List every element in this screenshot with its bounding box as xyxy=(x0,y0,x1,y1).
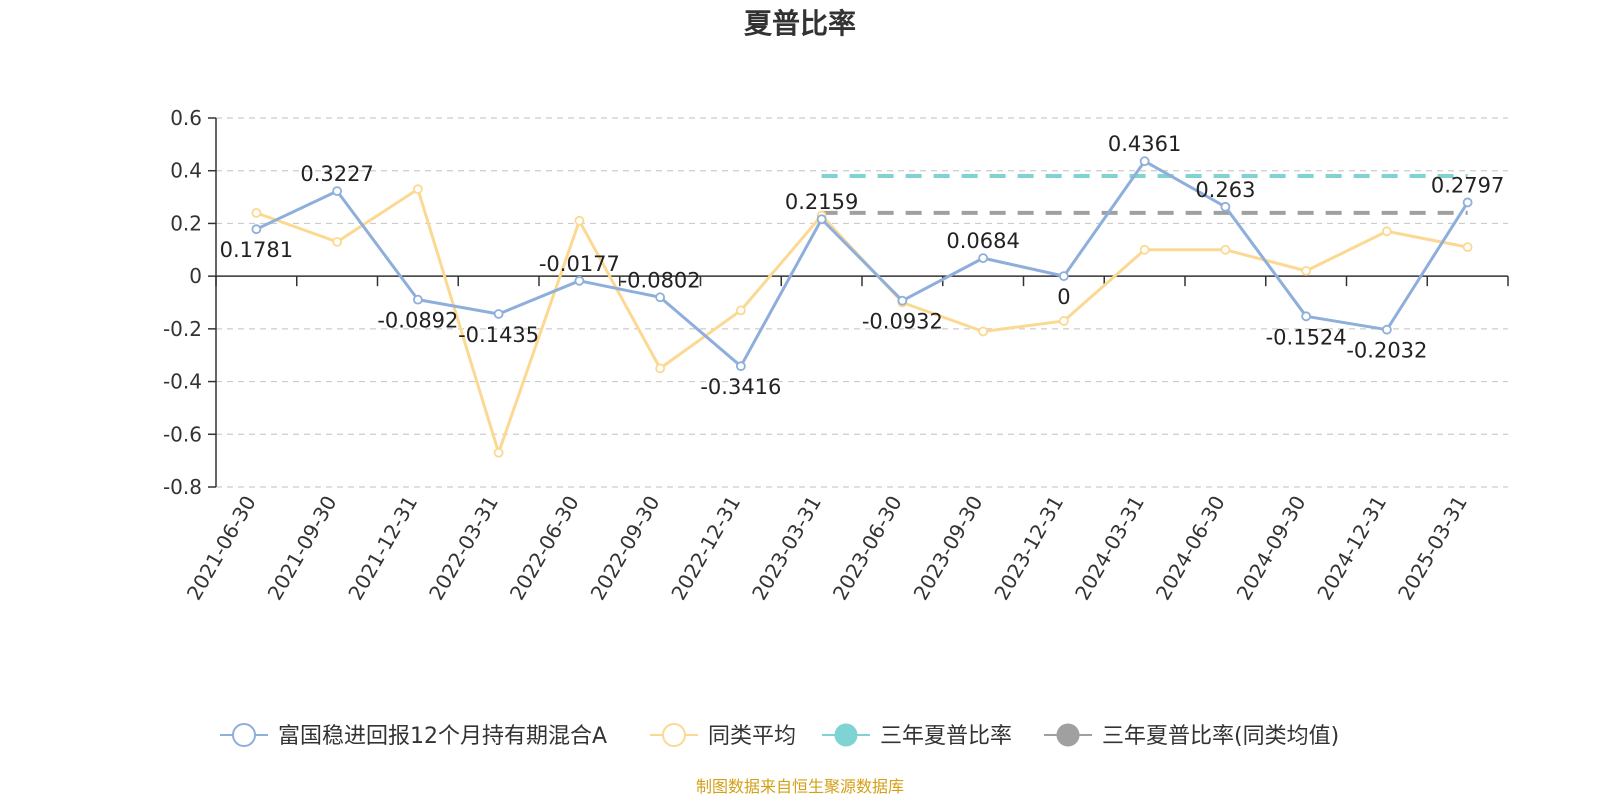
series-1-point xyxy=(655,363,666,374)
x-tick-label: 2024-12-31 xyxy=(1312,492,1391,605)
y-axis-ticks: 0.6 0.4 0.2 0 -0.2 -0.4 -0.6 -0.8 xyxy=(163,106,216,499)
series-1-point xyxy=(1220,244,1231,255)
series-line-0 xyxy=(255,159,1469,368)
series-1-point xyxy=(251,207,262,218)
series-1-point xyxy=(1139,244,1150,255)
legend-label-0: 富国稳进回报12个月持有期混合A xyxy=(278,724,607,749)
chart-title: 夏普比率 xyxy=(744,7,856,40)
data-label: -0.3416 xyxy=(700,375,781,399)
legend: 富国稳进回报12个月持有期混合A 同类平均 三年夏普比率 三年夏普比率(同类均值) xyxy=(220,723,1339,749)
y-tick-label: 0.6 xyxy=(170,106,202,130)
grid-lines xyxy=(216,117,1508,488)
legend-label-2: 三年夏普比率 xyxy=(880,724,1012,749)
series-0-point xyxy=(1381,324,1392,335)
y-tick-label: -0.6 xyxy=(163,422,202,446)
x-tick-label: 2023-03-31 xyxy=(747,492,826,605)
data-label: 0 xyxy=(1057,285,1070,309)
legend-marker-0 xyxy=(232,723,256,747)
y-tick-label: 0 xyxy=(189,264,202,288)
series-1-point xyxy=(1058,316,1069,326)
series-0-point xyxy=(655,292,666,303)
data-label: -0.2032 xyxy=(1346,339,1427,363)
series-0-point xyxy=(1462,197,1473,208)
series-1-point xyxy=(1301,265,1312,276)
series-0-point xyxy=(816,214,827,225)
y-tick-label: -0.2 xyxy=(163,317,202,341)
series-0-point xyxy=(412,294,423,305)
series-0-point xyxy=(897,295,908,306)
data-label: 0.3227 xyxy=(300,162,373,186)
legend-label-1: 同类平均 xyxy=(708,724,796,749)
y-tick-label: -0.8 xyxy=(163,475,202,499)
x-tick-label: 2021-06-30 xyxy=(182,492,261,605)
series-1-point xyxy=(1381,226,1392,237)
x-tick-label: 2021-09-30 xyxy=(263,492,342,605)
data-label: 0.0684 xyxy=(946,229,1019,253)
series-1-point xyxy=(574,215,585,226)
series-0-point xyxy=(1301,311,1312,322)
x-tick-label: 2022-09-30 xyxy=(586,492,665,605)
series-0-point xyxy=(251,224,262,235)
series-1-point xyxy=(493,447,504,458)
data-label: 0.2159 xyxy=(785,190,858,214)
legend-marker-3 xyxy=(1056,723,1080,747)
x-tick-label: 2022-03-31 xyxy=(424,492,503,605)
series-0-point xyxy=(735,361,746,372)
series-0-point xyxy=(978,253,989,264)
data-label: 0.2797 xyxy=(1431,173,1504,197)
y-tick-label: 0.2 xyxy=(170,211,202,235)
x-tick-label: 2022-12-31 xyxy=(666,492,745,605)
legend-marker-2 xyxy=(834,723,858,747)
x-tick-label: 2025-03-31 xyxy=(1393,492,1472,605)
x-tick-label: 2023-09-30 xyxy=(909,492,988,605)
series-1-point xyxy=(412,184,423,195)
data-label: 0.263 xyxy=(1195,178,1255,202)
data-label: -0.1524 xyxy=(1266,325,1347,349)
series-0-point xyxy=(332,186,343,196)
series-1-point xyxy=(978,326,989,337)
x-tick-label: 2023-12-31 xyxy=(989,492,1068,605)
data-label: -0.0892 xyxy=(377,309,458,333)
axes xyxy=(215,118,1508,487)
series-0-point xyxy=(1220,201,1231,212)
x-tick-label: 2024-06-30 xyxy=(1151,492,1230,605)
series-0-point xyxy=(1058,271,1069,282)
x-tick-label: 2024-09-30 xyxy=(1232,492,1311,605)
source-note: 制图数据来自恒生聚源数据库 xyxy=(696,777,904,796)
data-label: -0.0802 xyxy=(620,268,701,292)
data-label: 0.4361 xyxy=(1108,132,1181,156)
series-0-point xyxy=(574,275,585,286)
legend-label-3: 三年夏普比率(同类均值) xyxy=(1102,724,1339,749)
series-layer xyxy=(251,156,1473,458)
data-label: -0.1435 xyxy=(458,323,539,347)
data-labels: 0.1781 0.3227 -0.0892-0.1435 -0.0177-0.0802… xyxy=(220,132,1505,399)
x-tick-label: 2023-06-30 xyxy=(828,492,907,605)
legend-marker-1 xyxy=(662,723,686,747)
data-label: 0.1781 xyxy=(220,238,293,262)
y-tick-label: -0.4 xyxy=(163,370,202,394)
x-tick-label: 2022-06-30 xyxy=(505,492,584,605)
data-label: -0.0177 xyxy=(539,252,620,276)
x-tick-label: 2021-12-31 xyxy=(343,492,422,605)
series-0-point xyxy=(493,309,504,319)
y-tick-label: 0.4 xyxy=(170,159,202,183)
x-tick-label: 2024-03-31 xyxy=(1070,492,1149,605)
data-label: -0.0932 xyxy=(862,310,943,334)
series-1-point xyxy=(1462,242,1473,253)
series-0-point xyxy=(1139,156,1150,167)
series-1-point xyxy=(735,305,746,316)
series-1-point xyxy=(332,236,343,247)
